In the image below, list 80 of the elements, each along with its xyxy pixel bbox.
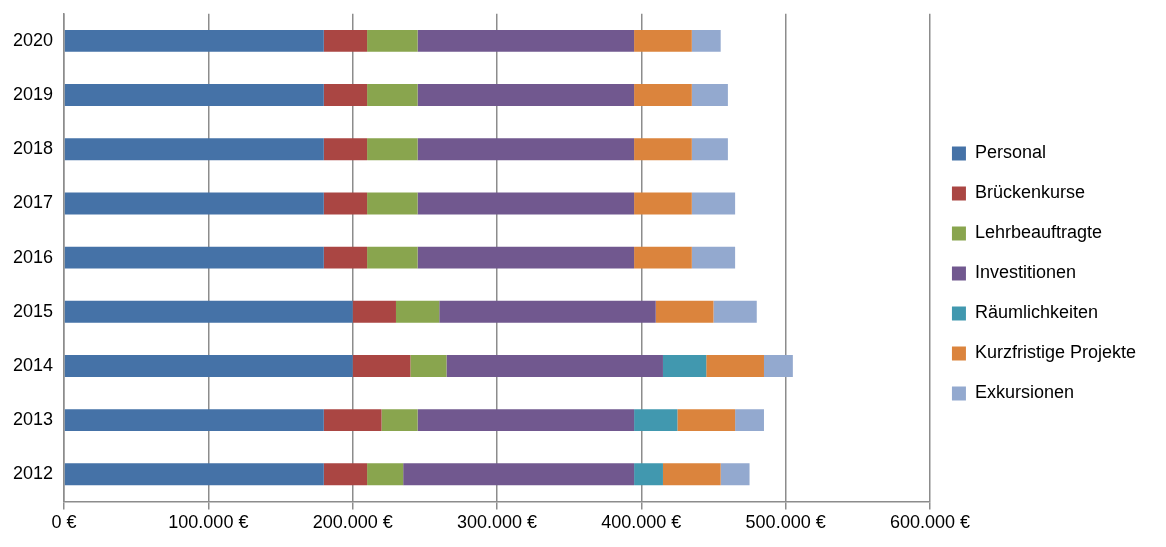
bar	[367, 246, 418, 269]
bar	[439, 300, 656, 323]
bar	[64, 300, 353, 323]
bar	[403, 463, 635, 486]
y-tick-label: 2014	[13, 354, 54, 375]
x-tick-label: 100.000 €	[168, 512, 249, 533]
bar	[367, 84, 418, 107]
bar	[634, 29, 692, 52]
bar	[64, 246, 324, 269]
bar	[352, 300, 396, 323]
bar	[634, 84, 692, 107]
bar	[381, 409, 418, 432]
legend-label: Brückenkurse	[974, 182, 1085, 203]
bar	[691, 84, 728, 107]
bar	[634, 246, 692, 269]
bar	[691, 138, 728, 161]
bar	[323, 409, 382, 432]
bar	[64, 463, 324, 486]
bar	[410, 354, 447, 377]
bar	[662, 354, 707, 377]
bar	[64, 354, 353, 377]
bar	[352, 354, 411, 377]
x-tick-label: 500.000 €	[745, 512, 826, 533]
bar	[417, 246, 635, 269]
bar	[706, 354, 764, 377]
bar	[323, 84, 368, 107]
bar	[64, 138, 324, 161]
bar	[634, 138, 692, 161]
legend-label: Exkursionen	[974, 382, 1074, 403]
legend-label: Investitionen	[974, 262, 1077, 283]
bar	[64, 29, 324, 52]
bar	[634, 463, 663, 486]
bar	[64, 192, 324, 215]
bar	[395, 300, 440, 323]
bar	[720, 463, 750, 486]
x-tick-label: 600.000 €	[889, 512, 970, 533]
bar	[323, 29, 368, 52]
y-tick-label: 2020	[13, 29, 54, 50]
bar	[634, 192, 692, 215]
bar	[634, 409, 678, 432]
bar	[655, 300, 714, 323]
bar	[64, 409, 324, 432]
bar	[323, 246, 368, 269]
x-tick-label: 300.000 €	[456, 512, 538, 533]
y-tick-label: 2012	[13, 463, 54, 484]
x-tick-label: 400.000 €	[601, 512, 682, 533]
y-tick-label: 2017	[13, 192, 54, 213]
bar	[417, 192, 635, 215]
bar	[691, 29, 721, 52]
y-tick-label: 2013	[13, 409, 54, 430]
legend-label: Personal	[974, 142, 1046, 163]
legend-label: Lehrbeauftragte	[974, 222, 1103, 243]
x-tick-label: 200.000 €	[312, 512, 393, 533]
bar	[735, 409, 764, 432]
bar	[691, 192, 736, 215]
bar	[367, 192, 418, 215]
bar	[677, 409, 736, 432]
x-tick-label: 0 €	[51, 512, 77, 533]
bar	[446, 354, 663, 377]
bar	[417, 84, 635, 107]
bar	[367, 29, 418, 52]
y-tick-label: 2018	[13, 138, 54, 159]
bar	[323, 192, 368, 215]
bar	[367, 138, 418, 161]
bar	[417, 29, 635, 52]
legend-label: Kurzfristige Projekte	[974, 342, 1136, 363]
bar	[763, 354, 793, 377]
bar	[323, 463, 368, 486]
legend-label: Räumlichkeiten	[974, 302, 1098, 323]
bar	[417, 409, 635, 432]
bar	[323, 138, 368, 161]
y-tick-label: 2015	[13, 300, 54, 321]
bar	[713, 300, 757, 323]
bar	[662, 463, 721, 486]
bar	[417, 138, 635, 161]
y-tick-label: 2019	[13, 84, 54, 105]
bar	[367, 463, 404, 486]
bar	[691, 246, 736, 269]
bar	[64, 84, 324, 107]
y-tick-label: 2016	[13, 246, 54, 267]
